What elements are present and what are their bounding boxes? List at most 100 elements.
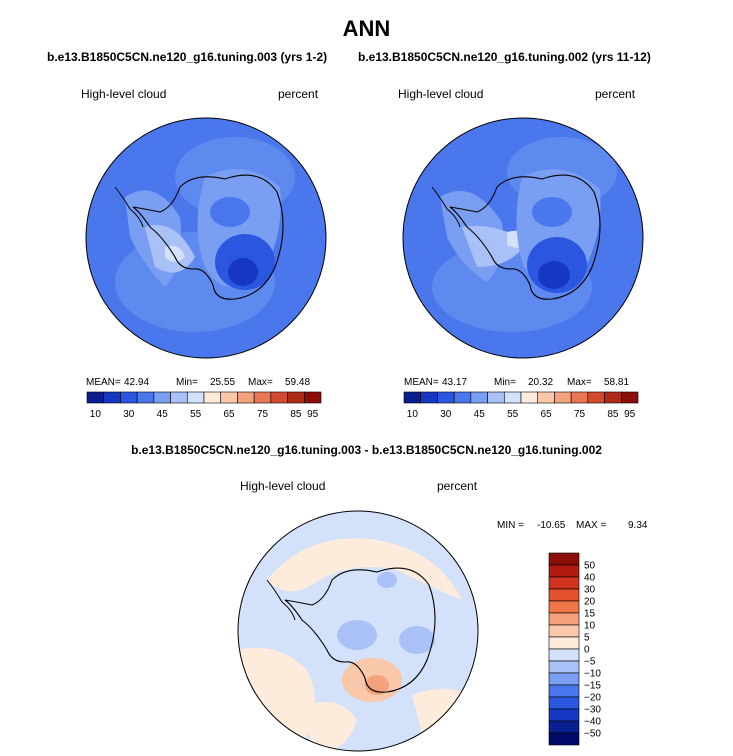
diff-max-label: MAX = xyxy=(576,520,607,531)
right-colorbar-box xyxy=(420,391,438,404)
right-colorbar-tick-label: 30 xyxy=(440,409,452,420)
left-colorbar-tick-label: 10 xyxy=(90,409,102,420)
left-min-value: 25.55 xyxy=(210,377,236,388)
diff-colorbar-tick-label: −40 xyxy=(584,717,601,728)
right-colorbar-tick-label: 65 xyxy=(541,409,553,420)
diff-colorbar-tick-label: 15 xyxy=(584,609,596,620)
diff-colorbar-tick-label: 40 xyxy=(584,573,596,584)
diff-min-value: -10.65 xyxy=(537,520,566,531)
left-max-label: Max= xyxy=(248,377,273,388)
left-colorbar-box xyxy=(203,391,222,404)
right-min-value: 20.32 xyxy=(528,377,554,388)
left-min-label: Min= xyxy=(176,377,198,388)
right-min-label: Min= xyxy=(494,377,516,388)
diff-colorbar-box xyxy=(548,696,580,710)
left-panel-case-title: b.e13.B1850C5CN.ne120_g16.tuning.003 (yr… xyxy=(47,50,328,64)
diff-colorbar-tick-label: −20 xyxy=(584,693,601,704)
left-colorbar: 10 30 45 55 65 75 85 95 xyxy=(86,391,322,420)
right-colorbar-tick-label: 45 xyxy=(474,409,486,420)
left-mean-value: 42.94 xyxy=(124,377,150,388)
right-colorbar-box xyxy=(570,391,589,404)
left-colorbar-box xyxy=(170,391,188,404)
diff-colorbar-tick-label: 30 xyxy=(584,585,596,596)
diff-colorbar-box xyxy=(548,552,580,566)
diff-colorbar-tick-label: −10 xyxy=(584,669,601,680)
diff-colorbar-box xyxy=(548,708,580,722)
diff-colorbar-tick-label: 20 xyxy=(584,597,596,608)
diff-variable-label: High-level cloud xyxy=(240,479,326,493)
right-colorbar-tick-label: 75 xyxy=(574,409,586,420)
right-colorbar-tick-label: 10 xyxy=(407,409,419,420)
diff-colorbar-box xyxy=(548,600,580,614)
right-max-label: Max= xyxy=(567,377,592,388)
difference-polar-map xyxy=(237,510,479,752)
diff-colorbar-box xyxy=(548,720,580,734)
diff-colorbar-tick-label: −50 xyxy=(584,729,601,740)
diff-colorbar-box xyxy=(548,588,580,602)
left-colorbar-box xyxy=(103,391,121,404)
diff-colorbar-tick-label: 0 xyxy=(584,645,590,656)
left-mean-label: MEAN= xyxy=(86,377,121,388)
left-colorbar-tick-label: 45 xyxy=(157,409,169,420)
right-colorbar-box xyxy=(453,391,472,404)
left-colorbar-tick-label: 65 xyxy=(224,409,236,420)
diff-colorbar-box xyxy=(548,564,580,578)
right-colorbar-box xyxy=(437,391,455,404)
right-panel-case-title: b.e13.B1850C5CN.ne120_g16.tuning.002 (yr… xyxy=(358,50,651,64)
diff-colorbar-box xyxy=(548,660,580,674)
right-colorbar-tick-label: 55 xyxy=(507,409,519,420)
difference-title: b.e13.B1850C5CN.ne120_g16.tuning.003 - b… xyxy=(131,443,602,457)
diff-max-value: 9.34 xyxy=(628,520,648,531)
right-colorbar-box xyxy=(554,391,572,404)
left-colorbar-box xyxy=(253,391,272,404)
right-units-label: percent xyxy=(595,87,636,101)
right-colorbar-box xyxy=(503,391,522,404)
right-colorbar-box xyxy=(470,391,488,404)
diff-colorbar-tick-label: 10 xyxy=(584,621,596,632)
left-variable-label: High-level cloud xyxy=(81,87,167,101)
right-colorbar-box xyxy=(520,391,539,404)
diff-colorbar-tick-label: −30 xyxy=(584,705,601,716)
left-colorbar-tick-label: 75 xyxy=(257,409,269,420)
right-colorbar: 10 30 45 55 65 75 85 95 xyxy=(403,391,639,420)
left-colorbar-box xyxy=(220,391,238,404)
diff-colorbar-box xyxy=(548,672,580,686)
right-colorbar-box xyxy=(587,391,605,404)
left-colorbar-box xyxy=(287,391,305,404)
right-polar-map xyxy=(402,117,644,359)
diff-colorbar-tick-label: −15 xyxy=(584,681,601,692)
right-colorbar-box xyxy=(403,391,422,404)
left-colorbar-box xyxy=(136,391,155,404)
left-colorbar-box xyxy=(153,391,171,404)
diff-units-label: percent xyxy=(437,479,478,493)
right-mean-label: MEAN= xyxy=(404,377,439,388)
right-colorbar-box xyxy=(537,391,555,404)
left-colorbar-box xyxy=(303,391,322,404)
left-colorbar-tick-label: 30 xyxy=(123,409,135,420)
left-colorbar-box xyxy=(237,391,255,404)
left-colorbar-tick-label: 55 xyxy=(190,409,202,420)
left-polar-map xyxy=(85,117,327,359)
diff-colorbar-box xyxy=(548,612,580,626)
right-mean-value: 43.17 xyxy=(442,377,468,388)
left-colorbar-tick-label: 85 xyxy=(290,409,302,420)
left-colorbar-box xyxy=(270,391,288,404)
right-colorbar-box xyxy=(487,391,505,404)
diff-colorbar-tick-label: 5 xyxy=(584,633,590,644)
diff-min-label: MIN = xyxy=(497,520,524,531)
left-colorbar-box xyxy=(186,391,205,404)
right-colorbar-tick-label: 95 xyxy=(624,409,636,420)
diff-colorbar-box xyxy=(548,732,580,746)
right-colorbar-box xyxy=(620,391,639,404)
left-units-label: percent xyxy=(278,87,319,101)
left-colorbar-tick-label: 95 xyxy=(307,409,319,420)
diff-colorbar-tick-label: 50 xyxy=(584,561,596,572)
left-colorbar-box xyxy=(86,391,105,404)
diff-colorbar-box xyxy=(548,636,580,650)
diff-colorbar-box xyxy=(548,648,580,662)
left-max-value: 59.48 xyxy=(285,377,311,388)
diff-colorbar-box xyxy=(548,684,580,698)
right-max-value: 58.81 xyxy=(604,377,630,388)
left-colorbar-box xyxy=(120,391,138,404)
